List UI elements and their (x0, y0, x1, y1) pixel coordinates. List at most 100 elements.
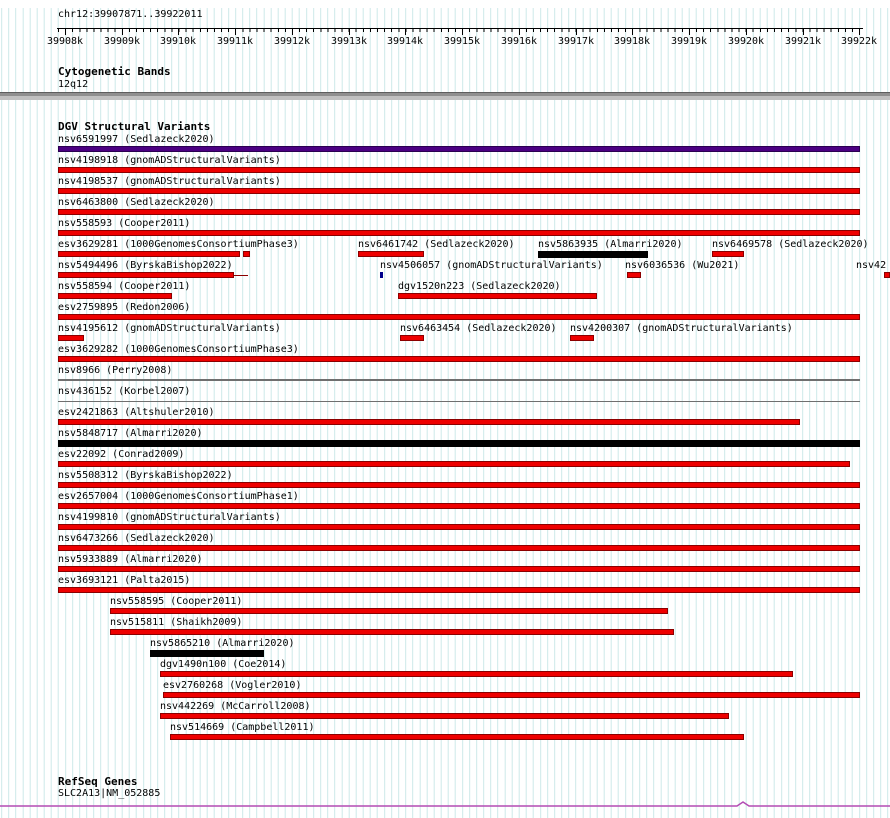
variant-label[interactable]: esv3629282 (1000GenomesConsortiumPhase3) (58, 344, 299, 355)
variant-bar[interactable] (234, 275, 248, 276)
variant-label[interactable]: esv3693121 (Palta2015) (58, 575, 191, 586)
variant-bar[interactable] (163, 692, 860, 698)
variant-bar[interactable] (58, 401, 860, 402)
variant-bar[interactable] (58, 251, 240, 257)
variant-bar[interactable] (58, 503, 860, 509)
ruler-tick-label: 39912k (273, 36, 311, 47)
variant-label[interactable]: nsv436152 (Korbel2007) (58, 386, 191, 397)
variant-label[interactable]: nsv4198537 (gnomADStructuralVariants) (58, 176, 281, 187)
ruler-tick-label: 39919k (670, 36, 708, 47)
ruler-tick-label: 39914k (386, 36, 424, 47)
variant-bar[interactable] (58, 440, 860, 447)
variant-bar[interactable] (58, 356, 860, 362)
variant-label[interactable]: nsv4198918 (gnomADStructuralVariants) (58, 155, 281, 166)
grid-background (0, 8, 890, 818)
cytoband-label: 12q12 (58, 79, 89, 90)
variant-label[interactable]: nsv5863935 (Almarri2020) (538, 239, 683, 250)
variant-bar[interactable] (58, 419, 800, 425)
variant-label[interactable]: nsv4506057 (gnomADStructuralVariants) (380, 260, 603, 271)
variant-bar[interactable] (58, 230, 860, 236)
variant-label[interactable]: nsv6461742 (Sedlazeck2020) (358, 239, 515, 250)
ruler-tick (576, 29, 577, 35)
variant-bar[interactable] (58, 545, 860, 551)
variant-label[interactable]: nsv515811 (Shaikh2009) (110, 617, 243, 628)
refseq-section-title: RefSeq Genes (58, 775, 138, 788)
variant-bar[interactable] (58, 272, 234, 278)
variant-bar[interactable] (570, 335, 594, 341)
variant-label[interactable]: nsv5508312 (ByrskaBishop2022) (58, 470, 233, 481)
ruler-tick-label: 39915k (443, 36, 481, 47)
ruler-tick-label: 39910k (159, 36, 197, 47)
variant-bar[interactable] (58, 293, 172, 299)
variant-label[interactable]: esv22092 (Conrad2009) (58, 449, 185, 460)
variant-bar[interactable] (160, 713, 729, 719)
variant-bar[interactable] (58, 566, 860, 572)
refseq-gene-line[interactable] (0, 800, 890, 812)
variant-bar[interactable] (712, 251, 744, 257)
variant-bar[interactable] (58, 587, 860, 593)
variant-label[interactable]: nsv6036536 (Wu2021) (625, 260, 740, 271)
variant-label[interactable]: esv2657004 (1000GenomesConsortiumPhase1) (58, 491, 299, 502)
ruler-tick-label: 39909k (103, 36, 141, 47)
gene-intron-line[interactable] (0, 801, 890, 807)
variant-bar[interactable] (627, 272, 641, 278)
variant-bar[interactable] (538, 251, 648, 258)
variant-bar[interactable] (58, 335, 84, 341)
variant-bar[interactable] (243, 251, 250, 257)
variant-bar[interactable] (160, 671, 793, 677)
variant-label[interactable]: nsv558594 (Cooper2011) (58, 281, 191, 292)
variant-label[interactable]: nsv6463454 (Sedlazeck2020) (400, 323, 557, 334)
variant-label[interactable]: nsv5865210 (Almarri2020) (150, 638, 295, 649)
variant-bar[interactable] (58, 188, 860, 194)
variant-bar[interactable] (58, 209, 860, 215)
variant-label[interactable]: nsv5933889 (Almarri2020) (58, 554, 203, 565)
ruler-tick (178, 29, 179, 35)
variant-bar[interactable] (380, 272, 383, 278)
variant-label[interactable]: nsv514669 (Campbell2011) (170, 722, 315, 733)
variant-bar[interactable] (58, 314, 860, 320)
variant-bar[interactable] (884, 272, 890, 278)
variant-bar[interactable] (58, 167, 860, 173)
variant-label[interactable]: esv2760268 (Vogler2010) (163, 680, 302, 691)
variant-bar[interactable] (58, 379, 860, 381)
variant-bar[interactable] (58, 482, 860, 488)
variant-label[interactable]: esv2759895 (Redon2006) (58, 302, 191, 313)
variant-label[interactable]: nsv558595 (Cooper2011) (110, 596, 243, 607)
variant-bar[interactable] (58, 146, 860, 152)
variant-bar[interactable] (58, 461, 850, 467)
ruler-minor-ticks (58, 29, 862, 32)
variant-label[interactable]: nsv6463800 (Sedlazeck2020) (58, 197, 215, 208)
variant-label[interactable]: nsv6469578 (Sedlazeck2020) (712, 239, 869, 250)
variant-bar[interactable] (400, 335, 424, 341)
variant-label[interactable]: nsv4195612 (gnomADStructuralVariants) (58, 323, 281, 334)
variant-label[interactable]: esv2421863 (Altshuler2010) (58, 407, 215, 418)
variant-bar[interactable] (58, 524, 860, 530)
variant-label[interactable]: nsv4200307 (gnomADStructuralVariants) (570, 323, 793, 334)
variant-label[interactable]: nsv6591997 (Sedlazeck2020) (58, 134, 215, 145)
variant-label[interactable]: nsv558593 (Cooper2011) (58, 218, 191, 229)
variant-label[interactable]: nsv8966 (Perry2008) (58, 365, 173, 376)
ruler-tick-label: 39913k (330, 36, 368, 47)
variant-bar[interactable] (110, 629, 674, 635)
variant-label[interactable]: dgv1520n223 (Sedlazeck2020) (398, 281, 561, 292)
cytoband-bar[interactable] (0, 92, 890, 100)
variant-bar[interactable] (110, 608, 668, 614)
variant-label[interactable]: nsv42 (856, 260, 887, 271)
variant-bar[interactable] (150, 650, 264, 657)
variant-label[interactable]: nsv6473266 (Sedlazeck2020) (58, 533, 215, 544)
dgv-section-title: DGV Structural Variants (58, 120, 211, 133)
ruler-tick (859, 29, 860, 35)
variant-bar[interactable] (170, 734, 744, 740)
variant-label[interactable]: nsv442269 (McCarroll2008) (160, 701, 311, 712)
variant-label[interactable]: esv3629281 (1000GenomesConsortiumPhase3) (58, 239, 299, 250)
variant-bar[interactable] (398, 293, 597, 299)
variant-bar[interactable] (358, 251, 424, 257)
ruler-ticks: 39908k 39909k 39910k 39911k 39912k 39913k 3991… (0, 0, 890, 50)
variant-label[interactable]: dgv1490n100 (Coe2014) (160, 659, 287, 670)
variant-label[interactable]: nsv5848717 (Almarri2020) (58, 428, 203, 439)
variant-label[interactable]: nsv5494496 (ByrskaBishop2022) (58, 260, 233, 271)
refseq-gene-label[interactable]: SLC2A13|NM_052885 (58, 788, 161, 799)
variant-label[interactable]: nsv4199810 (gnomADStructuralVariants) (58, 512, 281, 523)
ruler-tick (405, 29, 406, 35)
